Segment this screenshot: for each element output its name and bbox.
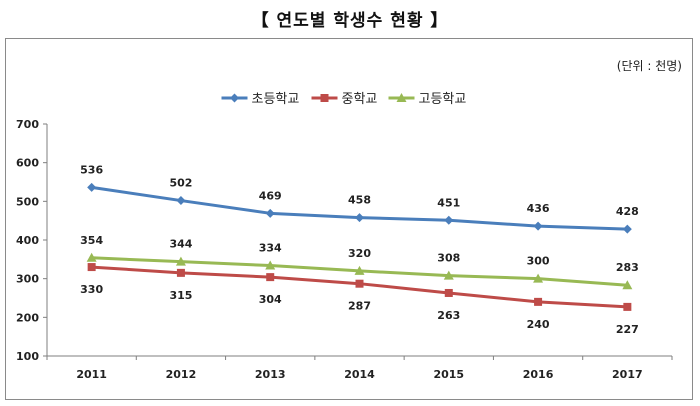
series-point-1 (444, 288, 453, 297)
series-point-1 (623, 302, 632, 311)
y-tick-label: 700 (16, 118, 39, 131)
series-point-0 (622, 224, 632, 234)
data-label-0: 436 (527, 202, 550, 215)
data-label-0: 469 (259, 189, 282, 202)
legend-label-2: 고등학교 (419, 92, 467, 107)
series-point-2 (354, 265, 365, 275)
series-point-0 (87, 182, 97, 192)
unit-note: (단위 : 천명) (616, 59, 682, 73)
legend-marker-1 (320, 94, 329, 102)
data-label-1: 315 (169, 289, 192, 302)
series-point-1 (534, 297, 543, 306)
data-label-2: 354 (80, 234, 103, 247)
x-tick-label: 2012 (166, 368, 197, 381)
x-tick-label: 2011 (76, 368, 107, 381)
y-tick-label: 500 (16, 195, 39, 208)
series-point-1 (176, 268, 185, 277)
series-point-2 (175, 256, 186, 266)
y-tick-label: 200 (16, 311, 39, 324)
data-label-2: 300 (527, 255, 550, 268)
y-tick-label: 100 (16, 350, 39, 363)
data-label-1: 263 (437, 309, 460, 322)
legend-label-0: 초등학교 (252, 92, 300, 107)
x-tick-label: 2017 (612, 368, 643, 381)
legend-marker-2 (396, 93, 407, 102)
page-title: 【 연도별 학생수 현황 】 (251, 11, 449, 31)
series-point-0 (176, 196, 186, 206)
y-tick-label: 600 (16, 157, 39, 170)
y-tick-label: 400 (16, 234, 39, 247)
data-label-2: 308 (437, 252, 460, 265)
data-label-0: 458 (348, 194, 371, 207)
data-label-1: 304 (259, 293, 282, 306)
series-point-1 (355, 279, 364, 288)
series-point-2 (86, 252, 97, 262)
data-label-0: 451 (437, 196, 460, 209)
series-point-0 (265, 208, 275, 218)
data-label-1: 227 (616, 323, 639, 336)
legend-marker-0 (230, 93, 239, 103)
data-label-1: 240 (527, 318, 550, 331)
x-tick-label: 2013 (255, 368, 286, 381)
series-point-0 (444, 215, 454, 225)
legend-label-1: 중학교 (342, 92, 378, 107)
series-point-0 (533, 221, 543, 231)
series-point-1 (87, 263, 96, 272)
data-label-2: 283 (616, 261, 639, 274)
series-point-2 (533, 273, 544, 283)
data-label-0: 502 (169, 177, 192, 190)
chart-frame (5, 38, 693, 400)
data-label-1: 287 (348, 300, 371, 313)
data-label-1: 330 (80, 283, 103, 296)
series-point-2 (443, 270, 454, 280)
series-point-2 (622, 280, 633, 290)
data-label-2: 334 (259, 242, 282, 255)
x-tick-label: 2016 (523, 368, 554, 381)
x-tick-label: 2015 (433, 368, 464, 381)
data-label-2: 320 (348, 247, 371, 260)
y-tick-label: 300 (16, 273, 39, 286)
data-label-0: 536 (80, 163, 103, 176)
series-point-2 (265, 260, 276, 270)
x-tick-label: 2014 (344, 368, 375, 381)
series-point-1 (266, 273, 275, 282)
series-point-0 (355, 213, 364, 223)
data-label-0: 428 (616, 205, 639, 218)
data-label-2: 344 (169, 238, 192, 251)
